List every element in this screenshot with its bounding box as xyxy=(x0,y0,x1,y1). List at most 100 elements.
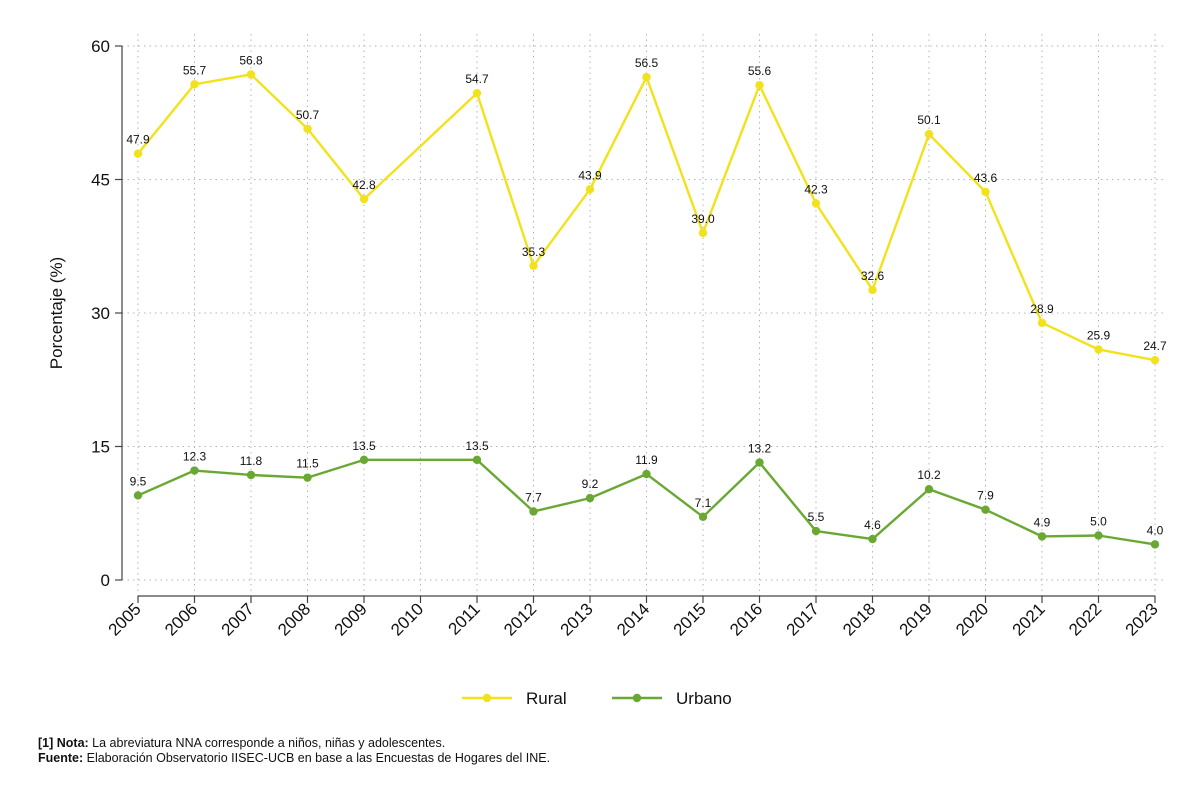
x-tick-label: 2008 xyxy=(274,599,314,639)
data-point-rural xyxy=(133,149,143,158)
x-tick-label: 2012 xyxy=(500,599,540,639)
data-point-urbano xyxy=(529,507,538,516)
x-tick-label: 2007 xyxy=(218,599,258,639)
y-tick-label: 60 xyxy=(91,37,110,56)
x-tick-label: 2010 xyxy=(387,599,427,639)
data-label-rural: 28.9 xyxy=(1030,302,1054,316)
data-label-rural: 25.9 xyxy=(1087,328,1111,342)
x-tick-label: 2021 xyxy=(1009,599,1049,639)
data-point-urbano xyxy=(981,505,990,514)
data-label-urbano: 13.5 xyxy=(352,439,376,453)
grid xyxy=(122,34,1165,596)
data-point-urbano xyxy=(642,469,651,479)
legend-label-urbano: Urbano xyxy=(676,689,732,708)
y-tick-label: 30 xyxy=(91,304,110,323)
data-label-urbano: 11.8 xyxy=(240,454,263,468)
data-label-urbano: 4.9 xyxy=(1034,515,1051,529)
data-point-urbano xyxy=(1094,531,1103,540)
data-point-urbano xyxy=(868,534,877,544)
data-label-rural: 39.0 xyxy=(691,212,715,226)
data-label-rural: 55.7 xyxy=(183,63,207,77)
legend-marker-rural xyxy=(482,693,492,703)
x-tick-label: 2016 xyxy=(726,599,766,639)
x-tick-label: 2017 xyxy=(783,599,823,639)
data-label-urbano: 11.9 xyxy=(635,453,658,467)
data-label-rural: 42.3 xyxy=(804,183,828,197)
x-tick-label: 2023 xyxy=(1122,599,1162,639)
data-point-rural xyxy=(642,72,651,82)
y-axis-title: Porcentaje (%) xyxy=(47,257,66,369)
data-point-urbano xyxy=(359,455,369,465)
data-point-urbano xyxy=(1037,532,1047,541)
x-tick-label: 2013 xyxy=(557,599,597,639)
note-tag: [1] Nota: xyxy=(38,736,89,750)
x-tick-label: 2005 xyxy=(105,599,145,639)
data-label-urbano: 7.1 xyxy=(695,496,712,510)
data-point-urbano xyxy=(1150,540,1160,549)
data-point-rural xyxy=(246,70,256,79)
x-tick-label: 2014 xyxy=(613,599,653,639)
data-point-rural xyxy=(924,129,934,139)
x-tick-label: 2019 xyxy=(896,599,936,639)
data-point-rural xyxy=(529,261,538,271)
data-point-rural xyxy=(698,228,708,238)
data-point-urbano xyxy=(811,526,821,536)
data-point-urbano xyxy=(190,466,199,475)
note-line: [1] Nota: La abreviatura NNA corresponde… xyxy=(38,736,550,751)
data-point-rural xyxy=(1150,355,1160,365)
data-label-urbano: 4.6 xyxy=(864,518,881,532)
source-line: Fuente: Elaboración Observatorio IISEC-U… xyxy=(38,751,550,766)
data-label-rural: 56.8 xyxy=(239,53,263,67)
legend-marker-urbano xyxy=(632,693,642,703)
series-line-rural xyxy=(137,73,1156,362)
axes: 0 15 30 45 60 2005 2006 2007 2008 2009 2010 2011 201… xyxy=(47,37,1162,640)
note-text: La abreviatura NNA corresponde a niños, … xyxy=(88,736,446,750)
data-label-rural: 43.9 xyxy=(578,168,602,182)
data-label-urbano: 12.3 xyxy=(183,450,207,464)
line-chart: 0 15 30 45 60 2005 2006 2007 2008 2009 2010 2011 201… xyxy=(47,34,1167,708)
data-label-rural: 43.6 xyxy=(974,171,998,185)
data-point-urbano xyxy=(924,485,934,494)
data-label-urbano: 10.2 xyxy=(917,468,941,482)
x-tick-label: 2011 xyxy=(445,599,484,638)
data-label-urbano: 13.5 xyxy=(465,439,489,453)
data-label-urbano: 5.0 xyxy=(1090,515,1107,529)
data-label-urbano: 7.7 xyxy=(525,490,542,504)
data-label-urbano: 9.5 xyxy=(130,474,147,488)
x-tick-label: 2022 xyxy=(1065,599,1105,639)
data-label-urbano: 5.5 xyxy=(808,510,825,524)
data-point-urbano xyxy=(133,491,143,500)
data-point-rural xyxy=(303,124,312,133)
data-label-rural: 32.6 xyxy=(861,269,885,283)
data-point-rural xyxy=(755,80,764,90)
source-tag: Fuente: xyxy=(38,751,84,765)
source-text: Elaboración Observatorio IISEC-UCB en ba… xyxy=(83,751,551,765)
data-point-rural xyxy=(1037,318,1047,327)
data-point-rural xyxy=(190,80,199,89)
data-point-rural xyxy=(811,199,821,208)
data-label-rural: 24.7 xyxy=(1143,339,1167,353)
data-point-urbano xyxy=(755,458,764,467)
data-label-urbano: 11.5 xyxy=(296,457,319,471)
data-point-urbano xyxy=(472,455,482,465)
data-point-rural xyxy=(472,88,482,98)
series-line-urbano xyxy=(137,458,1156,546)
legend-label-rural: Rural xyxy=(526,689,567,708)
x-tick-label: 2020 xyxy=(952,599,992,639)
x-tick-label: 2006 xyxy=(161,599,201,639)
data-label-rural: 50.7 xyxy=(296,108,320,122)
data-point-rural xyxy=(359,194,369,204)
data-label-urbano: 9.2 xyxy=(582,477,599,491)
x-tick-label: 2018 xyxy=(839,599,879,639)
data-label-urbano: 13.2 xyxy=(748,442,772,456)
x-tick-label: 2009 xyxy=(331,599,371,639)
data-label-rural: 54.7 xyxy=(465,72,489,86)
data-label-rural: 50.1 xyxy=(917,113,941,127)
data-label-rural: 42.8 xyxy=(352,178,376,192)
footnotes: [1] Nota: La abreviatura NNA corresponde… xyxy=(38,736,550,766)
y-tick-label: 45 xyxy=(91,171,110,190)
data-point-urbano xyxy=(246,470,256,480)
data-label-urbano: 4.0 xyxy=(1147,523,1164,537)
data-label-rural: 47.9 xyxy=(126,133,150,147)
